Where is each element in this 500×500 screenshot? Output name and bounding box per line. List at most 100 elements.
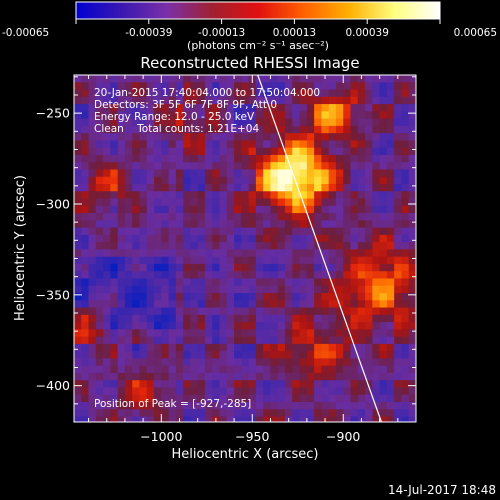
heatmap-cell [357,329,366,338]
heatmap-cell [234,409,242,418]
colorbar-tick-label: 0.00039 [345,27,388,39]
heatmap-cell [408,314,416,323]
heatmap-cell [183,154,192,163]
heatmap-cell [263,198,272,207]
heatmap-cell [401,380,410,389]
heatmap-cell [234,256,242,265]
heatmap-cell [263,176,272,185]
heatmap-cell [386,154,395,163]
heatmap-cell [212,300,221,309]
heatmap-cell [74,263,82,272]
heatmap-cell [357,307,366,316]
heatmap-cell [328,162,337,171]
heatmap-cell [306,329,315,338]
heatmap-cell [88,343,97,352]
heatmap-cell [204,343,213,352]
heatmap-cell [204,358,213,367]
heatmap-cell [343,314,352,323]
heatmap-cell [219,263,228,272]
heatmap-cell [241,184,250,192]
heatmap-cell [248,104,257,112]
heatmap-cell [103,343,111,352]
heatmap-cell [263,205,272,214]
heatmap-cell [241,336,250,345]
heatmap-cell [197,300,206,309]
heatmap-cell [335,314,344,323]
heatmap-cell [124,372,133,381]
heatmap-cell [190,336,199,345]
heatmap-cell [285,213,293,221]
heatmap-cell [88,191,97,200]
heatmap-cell [88,300,97,309]
heatmap-cell [255,220,264,229]
heatmap-cell [146,176,155,185]
heatmap-cell [394,314,403,323]
heatmap-cell [139,394,148,403]
heatmap-cell [285,82,293,91]
heatmap-cell [161,256,170,265]
heatmap-cell [321,314,330,323]
heatmap-cell [95,402,104,410]
heatmap-cell [212,169,221,178]
heatmap-cell [154,285,162,294]
heatmap-cell [74,220,82,229]
heatmap-cell [343,409,352,418]
heatmap-cell [74,416,82,422]
heatmap-cell [110,372,119,381]
heatmap-cell [168,307,177,316]
heatmap-cell [234,89,242,98]
heatmap-cell [248,111,257,120]
heatmap-cell [299,162,308,171]
heatmap-cell [350,416,359,422]
heatmap-cell [175,402,184,410]
heatmap-cell [248,285,257,294]
heatmap-cell [394,256,403,265]
heatmap-cell [365,314,373,323]
heatmap-cell [357,387,366,396]
heatmap-cell [328,242,337,251]
heatmap-cell [401,96,410,105]
heatmap-cell [401,176,410,185]
heatmap-cell [408,343,416,352]
heatmap-cell [365,329,373,338]
annotation-time-range: 20-Jan-2015 17:40:04.000 to 17:50:04.000 [94,87,320,99]
heatmap-cell [183,307,192,316]
heatmap-cell [146,82,155,91]
heatmap-cell [299,147,308,156]
heatmap-cell [328,213,337,221]
heatmap-cell [219,300,228,309]
heatmap-cell [299,394,308,403]
heatmap-cell [335,365,344,374]
heatmap-cell [248,162,257,171]
heatmap-cell [103,205,111,214]
heatmap-cell [277,402,286,410]
heatmap-cell [386,220,395,229]
heatmap-cell [314,118,323,127]
heatmap-cell [132,220,141,229]
heatmap-cell [117,213,126,221]
heatmap-cell [292,198,301,207]
heatmap-cell [103,402,111,410]
heatmap-cell [401,147,410,156]
heatmap-cell [161,198,170,207]
heatmap-cell [314,271,323,280]
heatmap-cell [241,293,250,301]
heatmap-cell [350,285,359,294]
heatmap-cell [394,293,403,301]
heatmap-cell [379,227,388,236]
heatmap-cell [234,220,242,229]
heatmap-cell [103,89,111,98]
heatmap-cell [74,154,82,163]
heatmap-cell [285,118,293,127]
heatmap-cell [175,314,184,323]
heatmap-cell [386,133,395,142]
heatmap-cell [81,336,90,345]
heatmap-cell [299,154,308,163]
heatmap-cell [110,104,119,112]
heatmap-cell [146,213,155,221]
heatmap-cell [357,409,366,418]
heatmap-cell [234,242,242,251]
heatmap-cell [81,343,90,352]
heatmap-cell [285,365,293,374]
heatmap-cell [74,162,82,171]
